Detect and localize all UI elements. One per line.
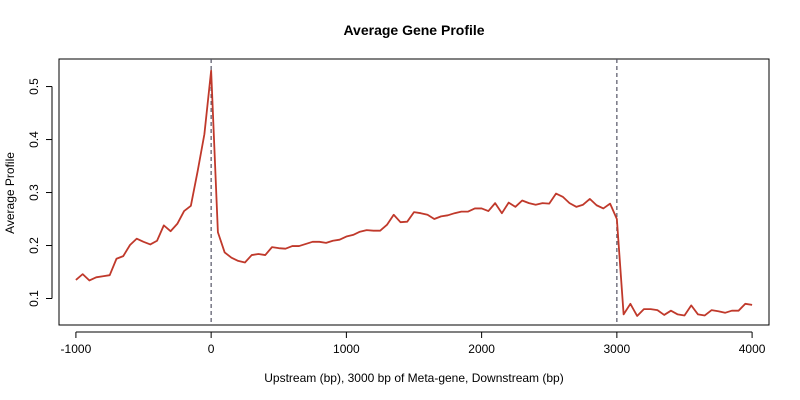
- y-tick-label: 0.4: [27, 131, 41, 148]
- plot-area-frame: [58, 58, 770, 326]
- x-tick-label: 4000: [739, 342, 766, 356]
- x-tick-label: 0: [208, 342, 215, 356]
- y-axis-label: Average Profile: [3, 152, 17, 234]
- y-axis: 0.1 0.2 0.3 0.4 0.5: [27, 78, 53, 307]
- y-tick-label: 0.3: [27, 184, 41, 201]
- series-group: [75, 69, 753, 317]
- x-axis-label: Upstream (bp), 3000 bp of Meta-gene, Dow…: [264, 371, 563, 385]
- y-tick-label: 0.1: [27, 290, 41, 307]
- x-tick-label: 1000: [333, 342, 360, 356]
- reference-lines: [210, 59, 618, 325]
- x-axis: -1000 0 1000 2000 3000 4000: [61, 331, 766, 356]
- series-line-0: [75, 69, 753, 317]
- x-tick-label: 2000: [468, 342, 495, 356]
- y-tick-label: 0.2: [27, 237, 41, 254]
- x-tick-label: -1000: [61, 342, 92, 356]
- x-tick-label: 3000: [604, 342, 631, 356]
- chart-title: Average Gene Profile: [343, 22, 484, 38]
- y-tick-label: 0.5: [27, 78, 41, 95]
